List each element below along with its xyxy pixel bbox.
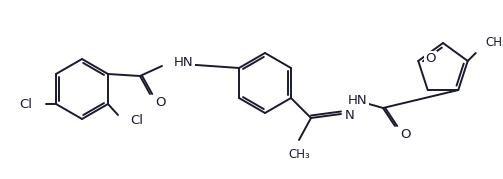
Text: Cl: Cl (19, 98, 32, 110)
Text: CH₃: CH₃ (486, 36, 503, 49)
Text: O: O (400, 128, 410, 141)
Text: CH₃: CH₃ (288, 148, 310, 161)
Text: O: O (155, 96, 165, 109)
Text: O: O (425, 52, 436, 66)
Text: HN: HN (348, 94, 368, 107)
Text: Cl: Cl (130, 113, 143, 127)
Text: HN: HN (174, 57, 194, 69)
Text: N: N (345, 108, 355, 122)
